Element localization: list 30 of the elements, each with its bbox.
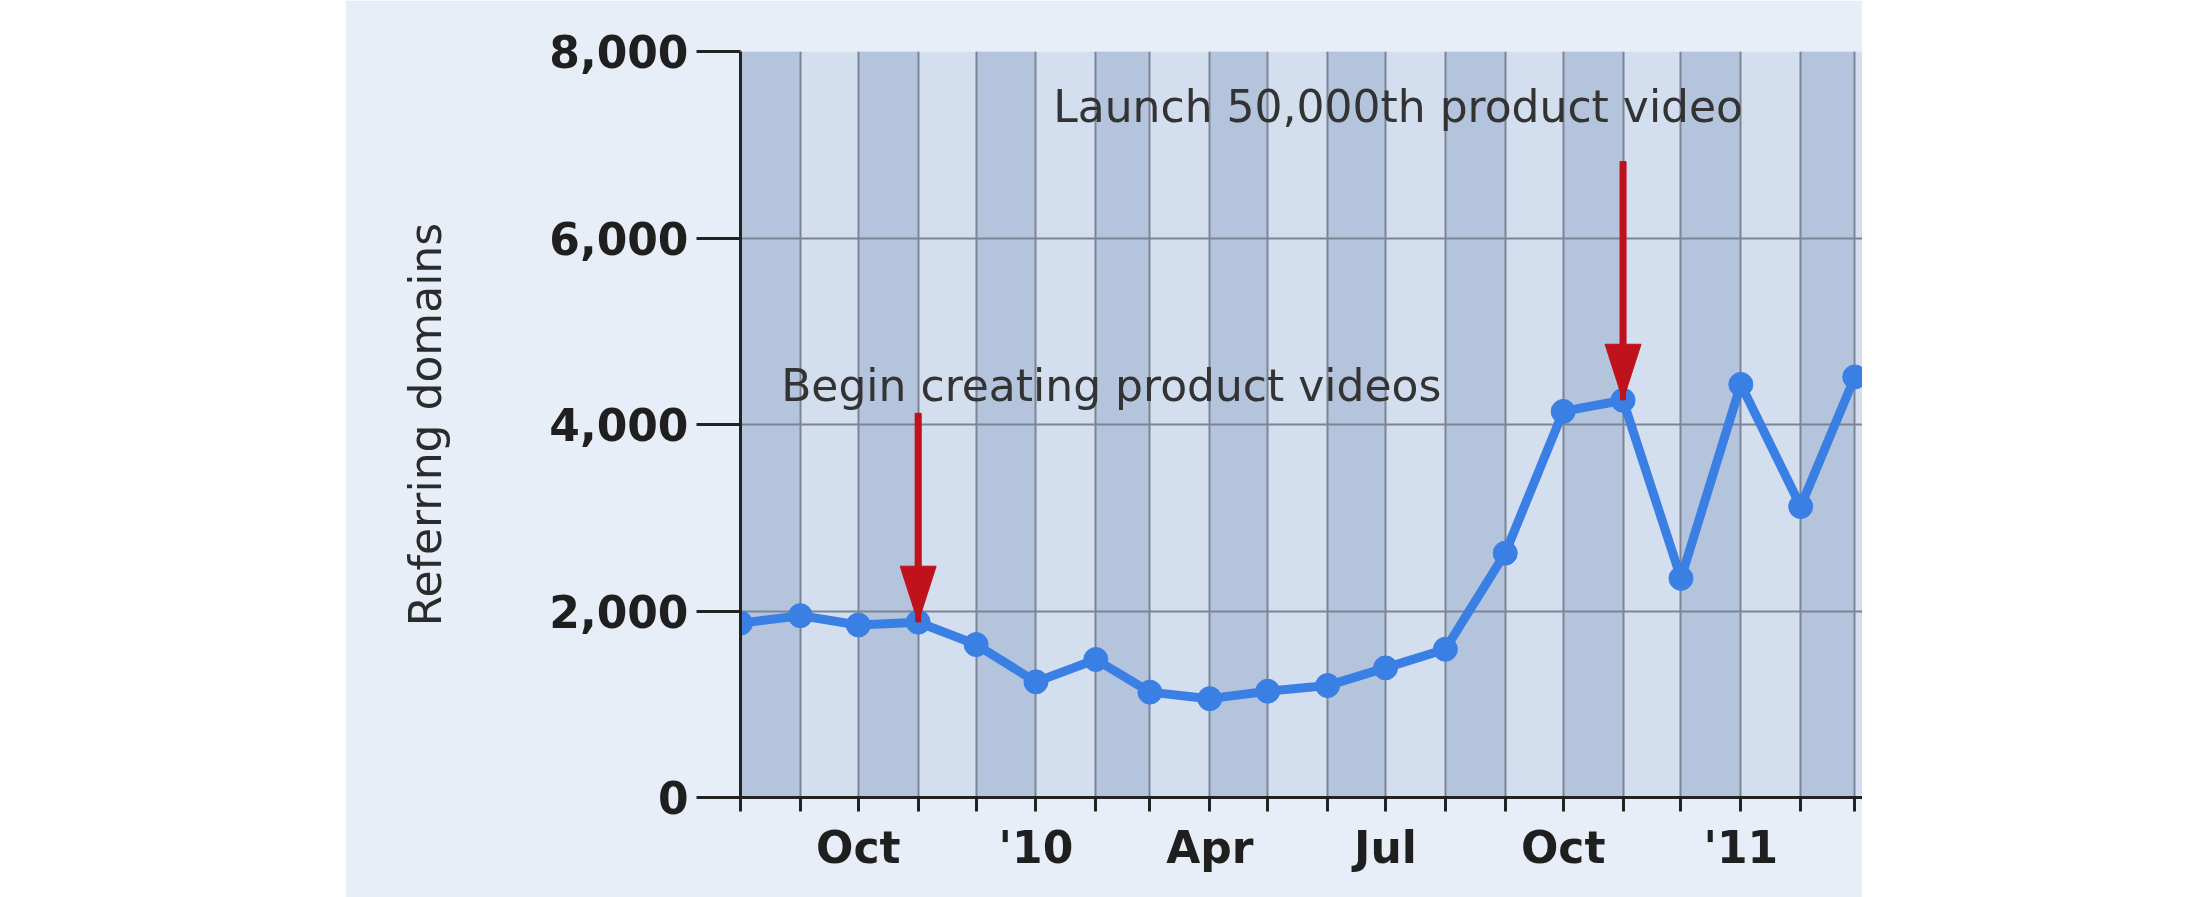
- point: [1728, 371, 1754, 397]
- point: [1197, 686, 1223, 712]
- point: [1255, 678, 1281, 704]
- point: [1023, 669, 1049, 695]
- x-tick-label: Oct: [816, 821, 901, 873]
- point: [1373, 655, 1399, 681]
- y-tick-label: 4,000: [549, 400, 689, 451]
- y-tick-label: 2,000: [549, 586, 689, 638]
- point: [845, 612, 871, 638]
- annotation: Begin creating product videos: [781, 360, 1442, 412]
- x-tick-label: '10: [998, 821, 1074, 873]
- point: [963, 632, 989, 658]
- annotation: Launch 50,000th product video: [1053, 80, 1744, 132]
- y-tick-label: 6,000: [549, 213, 689, 265]
- point: [1432, 636, 1458, 662]
- y-tick-label: 0: [657, 773, 689, 824]
- point: [1083, 647, 1109, 672]
- point: [1315, 673, 1341, 699]
- y-tick-label: 8,000: [549, 27, 689, 78]
- x-tick-label: Oct: [1520, 821, 1606, 873]
- point: [1492, 540, 1518, 566]
- y-axis-title: Referring domains: [400, 222, 452, 627]
- point: [1137, 679, 1163, 705]
- x-tick-label: Apr: [1166, 821, 1254, 873]
- x-tick-label: '11: [1703, 821, 1779, 873]
- point: [1550, 398, 1576, 424]
- x-tick-label: Jul: [1351, 821, 1417, 873]
- point: [787, 603, 813, 629]
- point: [1788, 494, 1814, 520]
- point: [1668, 565, 1694, 591]
